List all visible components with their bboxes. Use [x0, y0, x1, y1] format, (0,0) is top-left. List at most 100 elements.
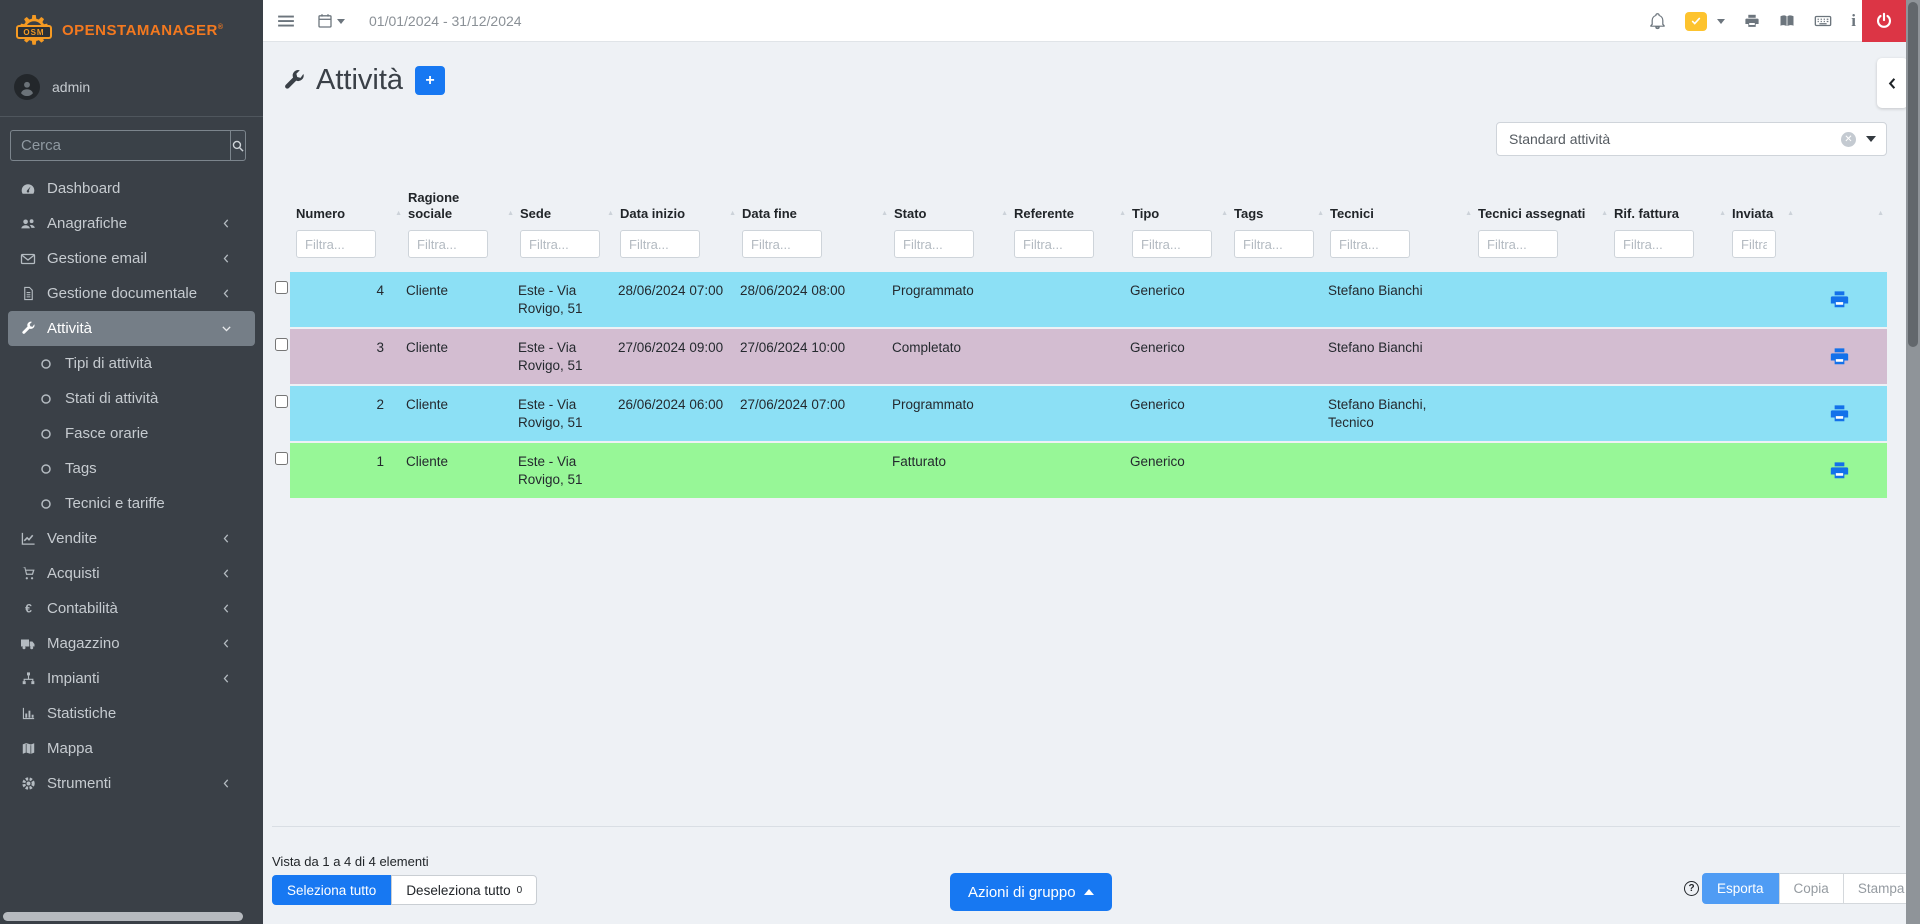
user-panel[interactable]: admin [0, 60, 263, 117]
print-button[interactable] [1829, 403, 1850, 424]
module-select[interactable]: Standard attività ✕ [1496, 122, 1887, 156]
sort-caret-icon[interactable]: ▲ [607, 210, 614, 217]
sidebar-item-dashboard[interactable]: Dashboard [0, 171, 263, 206]
filter-input-ragione-sociale[interactable] [408, 230, 488, 258]
sidebar-item-gestione-documentale[interactable]: Gestione documentale [0, 276, 263, 311]
print-button[interactable] [1829, 289, 1850, 310]
sidebar-item-label: Contabilità [47, 600, 118, 617]
sort-caret-icon[interactable]: ▲ [1221, 210, 1228, 217]
clear-selection-icon[interactable]: ✕ [1841, 131, 1856, 147]
filter-input-data-inizio[interactable] [620, 230, 700, 258]
notifications-bell-icon[interactable] [1649, 12, 1666, 30]
filter-input-stato[interactable] [894, 230, 974, 258]
sidebar-item-label: Dashboard [47, 180, 121, 197]
caret-down-icon[interactable] [1717, 18, 1726, 24]
sidebar-item-acquisti[interactable]: Acquisti [0, 556, 263, 591]
sidebar-item-stati-di-attivita[interactable]: Stati di attività [0, 381, 263, 416]
power-icon [1875, 12, 1893, 30]
filter-input-inviata[interactable] [1732, 230, 1776, 258]
filter-input-data-fine[interactable] [742, 230, 822, 258]
row-checkbox[interactable] [275, 281, 288, 294]
date-range[interactable]: 01/01/2024 - 31/12/2024 [369, 13, 522, 29]
sort-caret-icon[interactable]: ▲ [1317, 210, 1324, 217]
sort-caret-icon[interactable]: ▲ [507, 210, 514, 217]
sidebar-item-label: Strumenti [47, 775, 112, 792]
print-button[interactable] [1829, 346, 1850, 367]
sidebar-item-tags[interactable]: Tags [0, 451, 263, 486]
calendar-button[interactable] [317, 13, 345, 29]
deselect-all-button[interactable]: Deseleziona tutto 0 [391, 875, 538, 905]
header-referente: Referente ▲ [1008, 188, 1126, 258]
cell-tecnici: Stefano Bianchi [1328, 283, 1423, 298]
sort-caret-icon[interactable]: ▲ [1119, 210, 1126, 217]
sidebar-item-fasce-orarie[interactable]: Fasce orarie [0, 416, 263, 451]
sidebar-item-tecnici-e-tariffe[interactable]: Tecnici e tariffe [0, 486, 263, 521]
filter-input-tecnici[interactable] [1330, 230, 1410, 258]
export-button[interactable]: Esporta [1702, 873, 1779, 904]
logout-power-button[interactable] [1862, 0, 1906, 42]
keyboard-icon[interactable] [1814, 12, 1832, 30]
filter-input-referente[interactable] [1014, 230, 1094, 258]
table-row[interactable]: 4 Cliente Este - Via Rovigo, 51 28/06/20… [274, 272, 1887, 329]
filter-input-tipo[interactable] [1132, 230, 1212, 258]
chevron-left-icon [220, 602, 233, 615]
printer-icon [1829, 289, 1850, 310]
sort-caret-icon[interactable]: ▲ [395, 210, 402, 217]
copy-button[interactable]: Copia [1778, 873, 1844, 904]
sort-caret-icon[interactable]: ▲ [1601, 210, 1608, 217]
table-row[interactable]: 2 Cliente Este - Via Rovigo, 51 26/06/20… [274, 386, 1887, 443]
sidebar-item-tipi-di-attivita[interactable]: Tipi di attività [0, 346, 263, 381]
filter-input-tags[interactable] [1234, 230, 1314, 258]
print-icon[interactable] [1744, 13, 1760, 29]
row-checkbox[interactable] [275, 338, 288, 351]
vertical-scrollbar-thumb[interactable] [1908, 2, 1918, 347]
row-checkbox[interactable] [275, 395, 288, 408]
svg-text:€: € [25, 602, 32, 616]
sidebar-item-contabilita[interactable]: € Contabilità [0, 591, 263, 626]
filter-input-rif-fattura[interactable] [1614, 230, 1694, 258]
sort-caret-icon[interactable]: ▲ [1877, 210, 1884, 217]
sidebar-item-magazzino[interactable]: Magazzino [0, 626, 263, 661]
table-row[interactable]: 1 Cliente Este - Via Rovigo, 51 Fatturat… [274, 443, 1887, 500]
sidebar-item-attivita[interactable]: Attività [8, 311, 255, 346]
column-label: Tipo [1132, 205, 1160, 221]
table-row[interactable]: 3 Cliente Este - Via Rovigo, 51 27/06/20… [274, 329, 1887, 386]
select-all-button[interactable]: Seleziona tutto [272, 875, 392, 905]
sidebar-item-gestione-email[interactable]: Gestione email [0, 241, 263, 276]
sort-caret-icon[interactable]: ▲ [1719, 210, 1726, 217]
row-checkbox[interactable] [275, 452, 288, 465]
group-actions-button[interactable]: Azioni di gruppo [950, 873, 1112, 911]
hamburger-menu-icon[interactable] [277, 12, 295, 30]
collapse-panel-button[interactable] [1877, 58, 1908, 108]
search-input[interactable] [10, 130, 230, 161]
sort-caret-icon[interactable]: ▲ [1001, 210, 1008, 217]
filter-input-tecnici-assegnati[interactable] [1478, 230, 1558, 258]
info-icon[interactable]: i [1851, 11, 1856, 30]
sidebar-item-strumenti[interactable]: Strumenti [0, 766, 263, 801]
checklist-badge-button[interactable] [1685, 11, 1708, 31]
sidebar-item-label: Tipi di attività [65, 355, 152, 372]
sidebar-item-anagrafiche[interactable]: Anagrafiche [0, 206, 263, 241]
print-button[interactable] [1829, 460, 1850, 481]
sidebar-item-statistiche[interactable]: Statistiche [0, 696, 263, 731]
add-record-button[interactable]: + [415, 66, 446, 95]
docs-book-icon[interactable] [1779, 13, 1795, 29]
vertical-scrollbar[interactable] [1906, 0, 1920, 924]
sort-caret-icon[interactable]: ▲ [881, 210, 888, 217]
sort-caret-icon[interactable]: ▲ [1465, 210, 1472, 217]
horizontal-scrollbar-thumb[interactable] [3, 912, 243, 921]
column-label: Tags [1234, 205, 1264, 221]
row-band [290, 386, 1887, 441]
filter-input-numero[interactable] [296, 230, 376, 258]
chevron-left-icon [220, 777, 233, 790]
sidebar-item-mappa[interactable]: Mappa [0, 731, 263, 766]
sidebar-item-impianti[interactable]: Impianti [0, 661, 263, 696]
sort-caret-icon[interactable]: ▲ [729, 210, 736, 217]
search-button[interactable] [230, 130, 246, 161]
sidebar-item-label: Statistiche [47, 705, 117, 722]
sidebar-item-vendite[interactable]: Vendite [0, 521, 263, 556]
cell-data-inizio: 26/06/2024 06:00 [618, 397, 724, 412]
sort-caret-icon[interactable]: ▲ [1787, 210, 1794, 217]
help-icon[interactable]: ? [1684, 881, 1699, 896]
filter-input-sede[interactable] [520, 230, 600, 258]
